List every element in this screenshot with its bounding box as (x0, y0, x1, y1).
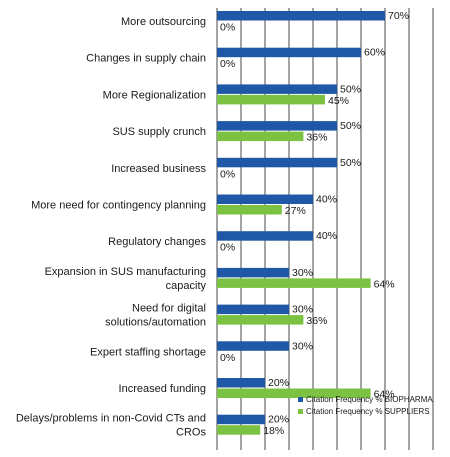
category-label: Expert staffing shortage (90, 346, 206, 358)
category-label: SUS supply crunch (112, 126, 206, 138)
legend-swatch (298, 409, 303, 414)
category-label: Need for digital solutions/automation (105, 303, 206, 329)
value-label-biopharma: 20% (268, 377, 289, 389)
bar-suppliers (217, 205, 282, 215)
bar-biopharma (217, 121, 337, 131)
bar-biopharma (217, 231, 313, 241)
category-label: Increased business (111, 163, 206, 175)
legend: Citation Frequency % BIOPHARMA Citation F… (298, 395, 433, 416)
legend-label: Citation Frequency % BIOPHARMA (306, 395, 433, 404)
bar-biopharma (217, 158, 337, 168)
bar-suppliers (217, 425, 260, 435)
legend-label: Citation Frequency % SUPPLIERS (306, 407, 430, 416)
category-label: Delays/problems in non-Covid CTs and CROs (16, 413, 207, 439)
bar-biopharma (217, 84, 337, 94)
value-label-suppliers: 36% (306, 315, 327, 327)
category-label: Changes in supply chain (86, 53, 206, 65)
value-label-suppliers: 36% (306, 132, 327, 144)
bar-suppliers (217, 278, 371, 288)
value-label-biopharma: 50% (340, 120, 361, 132)
bar-suppliers (217, 95, 325, 105)
category-label: More Regionalization (103, 89, 206, 101)
bar-suppliers (217, 132, 303, 142)
value-label-suppliers: 64% (374, 278, 395, 290)
value-label-biopharma: 40% (316, 230, 337, 242)
value-label-biopharma: 60% (364, 47, 385, 59)
bar-biopharma (217, 415, 265, 425)
value-label-biopharma: 30% (292, 267, 313, 279)
category-label: Regulatory changes (108, 236, 206, 248)
category-label: Expansion in SUS manufacturing capacity (45, 266, 207, 292)
value-label-suppliers: 0% (220, 352, 235, 364)
value-label-suppliers: 18% (263, 425, 284, 437)
bar-biopharma (217, 195, 313, 205)
value-label-biopharma: 20% (268, 414, 289, 426)
bar-biopharma (217, 268, 289, 278)
value-label-suppliers: 27% (285, 205, 306, 217)
value-label-suppliers: 0% (220, 242, 235, 254)
value-label-suppliers: 0% (220, 22, 235, 34)
bars (217, 11, 385, 435)
bar-suppliers (217, 315, 303, 325)
labels: 70% 0% More outsourcing 60% 0% Changes in sup… (16, 10, 409, 439)
value-label-biopharma: 40% (316, 194, 337, 206)
bar-biopharma (217, 305, 289, 315)
value-label-suppliers: 0% (220, 168, 235, 180)
category-label: More need for contingency planning (31, 200, 206, 212)
bar-biopharma (217, 48, 361, 58)
bar-biopharma (217, 378, 265, 388)
category-label: More outsourcing (121, 16, 206, 28)
value-label-biopharma: 50% (340, 157, 361, 169)
bar-biopharma (217, 341, 289, 351)
value-label-suppliers: 45% (328, 95, 349, 107)
value-label-suppliers: 0% (220, 58, 235, 70)
legend-swatch (298, 397, 303, 402)
value-label-biopharma: 30% (292, 340, 313, 352)
value-label-biopharma: 30% (292, 304, 313, 316)
value-label-biopharma: 50% (340, 83, 361, 95)
value-label-biopharma: 70% (388, 10, 409, 22)
category-label: Increased funding (119, 383, 206, 395)
bar-biopharma (217, 11, 385, 21)
